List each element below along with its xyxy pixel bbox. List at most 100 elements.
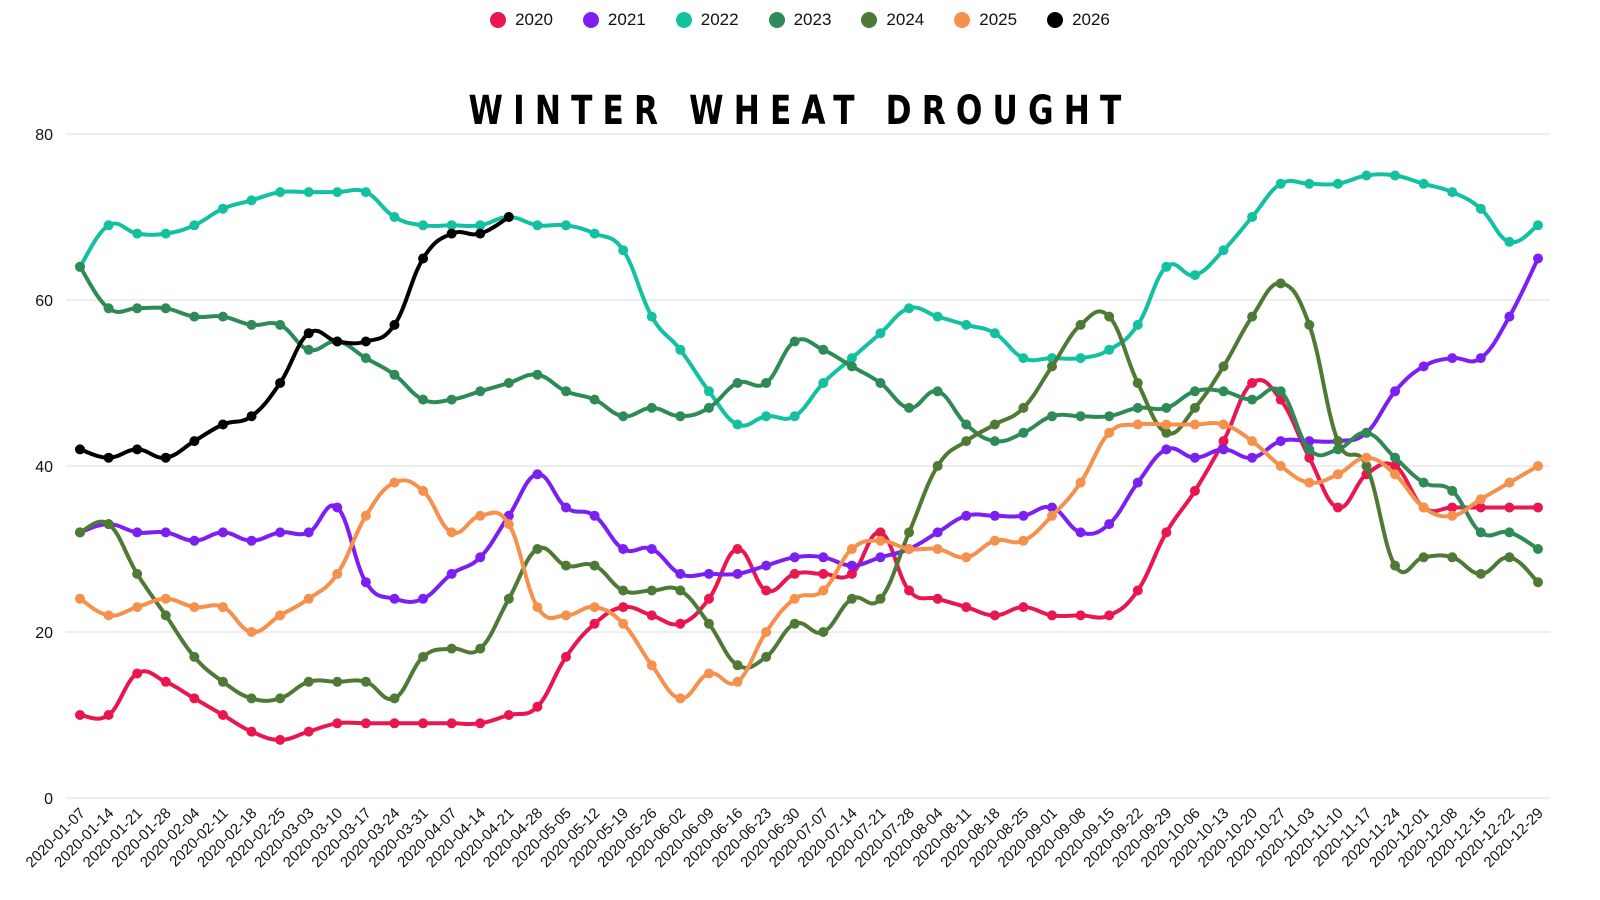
data-point-2024[interactable] xyxy=(1475,568,1486,579)
data-point-2021[interactable] xyxy=(1189,452,1200,463)
data-point-2021[interactable] xyxy=(1047,502,1057,513)
data-point-2021[interactable] xyxy=(789,552,800,563)
data-point-2020[interactable] xyxy=(1075,610,1086,621)
data-point-2023[interactable] xyxy=(1275,386,1286,397)
data-point-2023[interactable] xyxy=(846,361,857,372)
data-point-2023[interactable] xyxy=(1018,427,1029,438)
data-point-2025[interactable] xyxy=(1132,419,1143,430)
data-point-2020[interactable] xyxy=(475,718,486,729)
data-point-2022[interactable] xyxy=(1018,353,1029,364)
data-point-2021[interactable] xyxy=(1132,477,1143,488)
data-point-2025[interactable] xyxy=(646,660,657,671)
data-point-2025[interactable] xyxy=(1161,419,1172,430)
data-point-2025[interactable] xyxy=(904,544,915,554)
data-point-2026[interactable] xyxy=(389,319,400,330)
data-point-2021[interactable] xyxy=(1075,527,1086,538)
data-point-2023[interactable] xyxy=(1304,444,1315,455)
data-point-2021[interactable] xyxy=(418,593,429,604)
data-point-2024[interactable] xyxy=(503,593,514,604)
data-point-2024[interactable] xyxy=(217,676,228,687)
data-point-2020[interactable] xyxy=(446,718,457,729)
data-point-2021[interactable] xyxy=(1247,452,1258,463)
data-point-2020[interactable] xyxy=(1332,502,1343,513)
data-point-2020[interactable] xyxy=(789,568,800,579)
data-point-2024[interactable] xyxy=(1533,577,1543,588)
data-point-2020[interactable] xyxy=(275,734,286,745)
data-point-2025[interactable] xyxy=(732,676,743,687)
data-point-2025[interactable] xyxy=(1504,477,1515,488)
data-point-2021[interactable] xyxy=(303,527,314,538)
data-point-2024[interactable] xyxy=(561,560,571,571)
data-point-2026[interactable] xyxy=(132,444,143,455)
data-point-2024[interactable] xyxy=(532,544,543,554)
data-point-2024[interactable] xyxy=(1047,361,1057,372)
data-point-2022[interactable] xyxy=(1361,170,1372,181)
data-point-2020[interactable] xyxy=(675,618,686,629)
data-point-2023[interactable] xyxy=(418,394,429,405)
data-point-2020[interactable] xyxy=(75,710,85,720)
data-point-2023[interactable] xyxy=(75,261,85,272)
legend-item-2020[interactable]: 2020 xyxy=(490,10,553,30)
data-point-2022[interactable] xyxy=(818,378,829,388)
data-point-2021[interactable] xyxy=(189,535,200,546)
data-point-2022[interactable] xyxy=(761,411,772,422)
data-point-2026[interactable] xyxy=(75,444,85,455)
data-point-2020[interactable] xyxy=(389,718,400,729)
data-point-2023[interactable] xyxy=(275,319,286,330)
data-point-2024[interactable] xyxy=(1018,402,1029,413)
data-point-2021[interactable] xyxy=(1475,353,1486,364)
data-point-2023[interactable] xyxy=(989,436,1000,447)
data-point-2025[interactable] xyxy=(846,544,857,554)
data-point-2022[interactable] xyxy=(446,220,457,231)
data-point-2024[interactable] xyxy=(818,627,829,637)
data-point-2024[interactable] xyxy=(1447,552,1458,563)
data-point-2020[interactable] xyxy=(1161,527,1172,538)
data-point-2021[interactable] xyxy=(1161,444,1172,455)
data-point-2025[interactable] xyxy=(1104,427,1115,438)
data-point-2025[interactable] xyxy=(675,693,686,704)
data-point-2022[interactable] xyxy=(303,187,314,198)
data-point-2020[interactable] xyxy=(532,701,543,712)
data-point-2025[interactable] xyxy=(1247,436,1258,447)
data-point-2022[interactable] xyxy=(360,187,371,198)
data-point-2025[interactable] xyxy=(1361,452,1372,463)
data-point-2022[interactable] xyxy=(160,228,171,239)
data-point-2024[interactable] xyxy=(1304,319,1315,330)
data-point-2023[interactable] xyxy=(503,378,514,388)
data-point-2025[interactable] xyxy=(1047,510,1057,521)
data-point-2020[interactable] xyxy=(1247,378,1258,388)
data-point-2024[interactable] xyxy=(389,693,400,704)
data-point-2023[interactable] xyxy=(1390,452,1401,463)
data-point-2025[interactable] xyxy=(1075,477,1086,488)
data-point-2022[interactable] xyxy=(418,220,429,231)
data-point-2026[interactable] xyxy=(360,336,371,347)
data-point-2026[interactable] xyxy=(217,419,228,430)
data-point-2023[interactable] xyxy=(1218,386,1229,397)
data-point-2022[interactable] xyxy=(1104,344,1115,355)
data-point-2024[interactable] xyxy=(160,610,171,621)
data-point-2020[interactable] xyxy=(875,527,886,538)
data-point-2023[interactable] xyxy=(360,353,371,364)
data-point-2025[interactable] xyxy=(1447,510,1458,521)
data-point-2022[interactable] xyxy=(1161,261,1172,272)
data-point-2024[interactable] xyxy=(646,585,657,596)
data-point-2023[interactable] xyxy=(761,378,772,388)
data-point-2024[interactable] xyxy=(132,568,143,579)
data-point-2021[interactable] xyxy=(761,560,772,571)
data-point-2021[interactable] xyxy=(246,535,257,546)
data-point-2020[interactable] xyxy=(732,544,743,554)
data-point-2020[interactable] xyxy=(904,585,915,596)
data-point-2022[interactable] xyxy=(275,187,286,198)
data-point-2020[interactable] xyxy=(1047,610,1057,621)
data-point-2022[interactable] xyxy=(1275,178,1286,189)
data-point-2024[interactable] xyxy=(303,676,314,687)
data-point-2025[interactable] xyxy=(1533,461,1543,471)
data-point-2026[interactable] xyxy=(332,336,343,347)
data-point-2021[interactable] xyxy=(1275,436,1286,447)
data-point-2023[interactable] xyxy=(1247,394,1258,405)
data-point-2023[interactable] xyxy=(789,336,800,347)
data-point-2020[interactable] xyxy=(418,718,429,729)
data-point-2022[interactable] xyxy=(961,319,972,330)
data-point-2021[interactable] xyxy=(589,510,600,521)
data-point-2023[interactable] xyxy=(303,344,314,355)
